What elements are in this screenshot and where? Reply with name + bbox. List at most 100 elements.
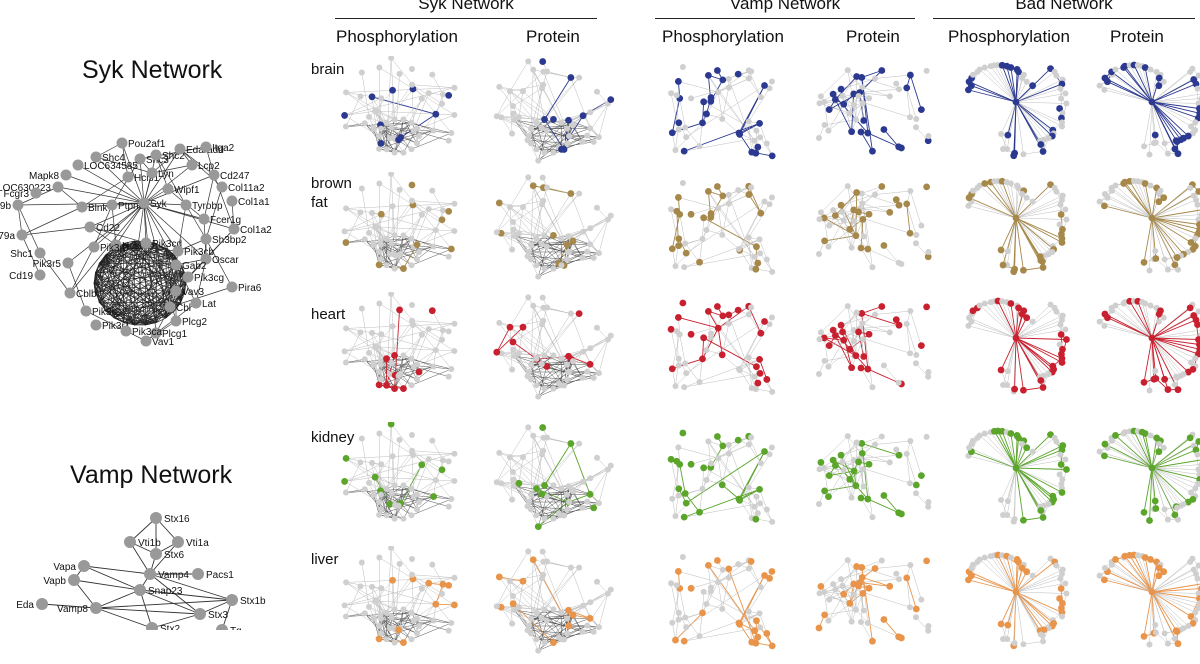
highlighted-node — [1141, 259, 1148, 266]
node — [343, 579, 349, 585]
highlighted-node — [881, 242, 888, 249]
syk-node-label: Syk — [150, 199, 168, 210]
node — [392, 232, 398, 238]
col-label-syk-protein: Protein — [526, 27, 580, 47]
highlighted-node — [1147, 556, 1154, 563]
highlighted-node — [752, 150, 759, 157]
node — [564, 630, 570, 636]
node — [431, 128, 437, 134]
node — [825, 618, 831, 624]
node — [408, 512, 414, 518]
syk-node-label: Col11a2 — [228, 183, 265, 194]
node — [448, 366, 454, 372]
highlighted-node — [1152, 255, 1159, 262]
node — [528, 242, 534, 248]
highlighted-node — [855, 459, 862, 466]
highlighted-node — [757, 210, 764, 217]
node — [576, 441, 582, 447]
highlighted-node — [853, 73, 860, 80]
node — [1000, 512, 1006, 518]
node — [872, 76, 878, 82]
node — [925, 623, 931, 629]
node — [558, 486, 564, 492]
node — [746, 442, 752, 448]
node — [1053, 439, 1059, 445]
node — [384, 636, 390, 642]
node — [746, 485, 752, 491]
node — [757, 610, 763, 616]
node — [913, 490, 919, 496]
node — [451, 228, 457, 234]
highlighted-node — [558, 146, 565, 153]
node — [816, 501, 822, 507]
node — [542, 150, 548, 156]
node — [1059, 123, 1065, 129]
node — [591, 255, 597, 261]
node — [451, 451, 457, 457]
node — [861, 483, 867, 489]
panel-edges — [1100, 301, 1200, 390]
node — [366, 230, 372, 236]
highlighted-node — [853, 563, 860, 570]
highlighted-node — [681, 638, 688, 645]
highlighted-node — [736, 620, 743, 627]
node — [579, 139, 585, 145]
highlighted-node — [853, 352, 860, 359]
syk-node-label: Wipf1 — [174, 185, 200, 196]
node — [845, 183, 851, 189]
node — [400, 232, 406, 238]
node — [757, 134, 763, 140]
highlighted-node — [1149, 465, 1156, 472]
node — [362, 120, 368, 126]
highlighted-node — [699, 119, 706, 126]
highlighted-node — [530, 556, 537, 563]
syk-node: Tyrobp — [181, 200, 224, 213]
node — [817, 100, 823, 106]
node — [525, 548, 531, 554]
highlighted-node — [708, 94, 715, 101]
node — [1162, 256, 1168, 262]
node — [366, 604, 372, 610]
node — [429, 562, 435, 568]
highlighted-node — [376, 635, 383, 642]
node — [539, 241, 545, 247]
node — [426, 206, 432, 212]
node — [758, 460, 764, 466]
highlighted-node — [1059, 489, 1066, 496]
node — [826, 223, 832, 229]
vamp-node-label: Stx2 — [160, 624, 180, 630]
node — [682, 125, 688, 131]
node — [853, 607, 859, 613]
node — [904, 321, 910, 327]
node — [676, 356, 682, 362]
vamp-node: Vti1b — [124, 536, 161, 549]
node — [596, 134, 602, 140]
highlighted-node — [705, 72, 712, 79]
node — [672, 147, 678, 153]
node — [408, 262, 414, 268]
node — [703, 227, 709, 233]
node — [1142, 301, 1148, 307]
node — [674, 92, 680, 98]
node — [397, 71, 403, 77]
node — [674, 328, 680, 334]
node — [439, 337, 445, 343]
highlighted-node — [675, 568, 682, 575]
node — [408, 356, 414, 362]
syk-node-label: Pik3r2 — [92, 307, 121, 318]
highlighted-node — [855, 209, 862, 216]
highlighted-node — [1174, 138, 1181, 145]
highlighted-node — [400, 639, 407, 646]
node — [1175, 267, 1181, 273]
node — [416, 499, 422, 505]
node — [526, 623, 532, 629]
node — [676, 493, 682, 499]
highlighted-node — [705, 562, 712, 569]
highlighted-node — [853, 189, 860, 196]
network-panel-vamp-phosphorylation-liver — [660, 546, 790, 664]
node — [542, 386, 548, 392]
highlighted-node — [907, 230, 914, 237]
node — [542, 606, 548, 612]
node — [762, 198, 768, 204]
highlighted-node — [761, 572, 768, 579]
